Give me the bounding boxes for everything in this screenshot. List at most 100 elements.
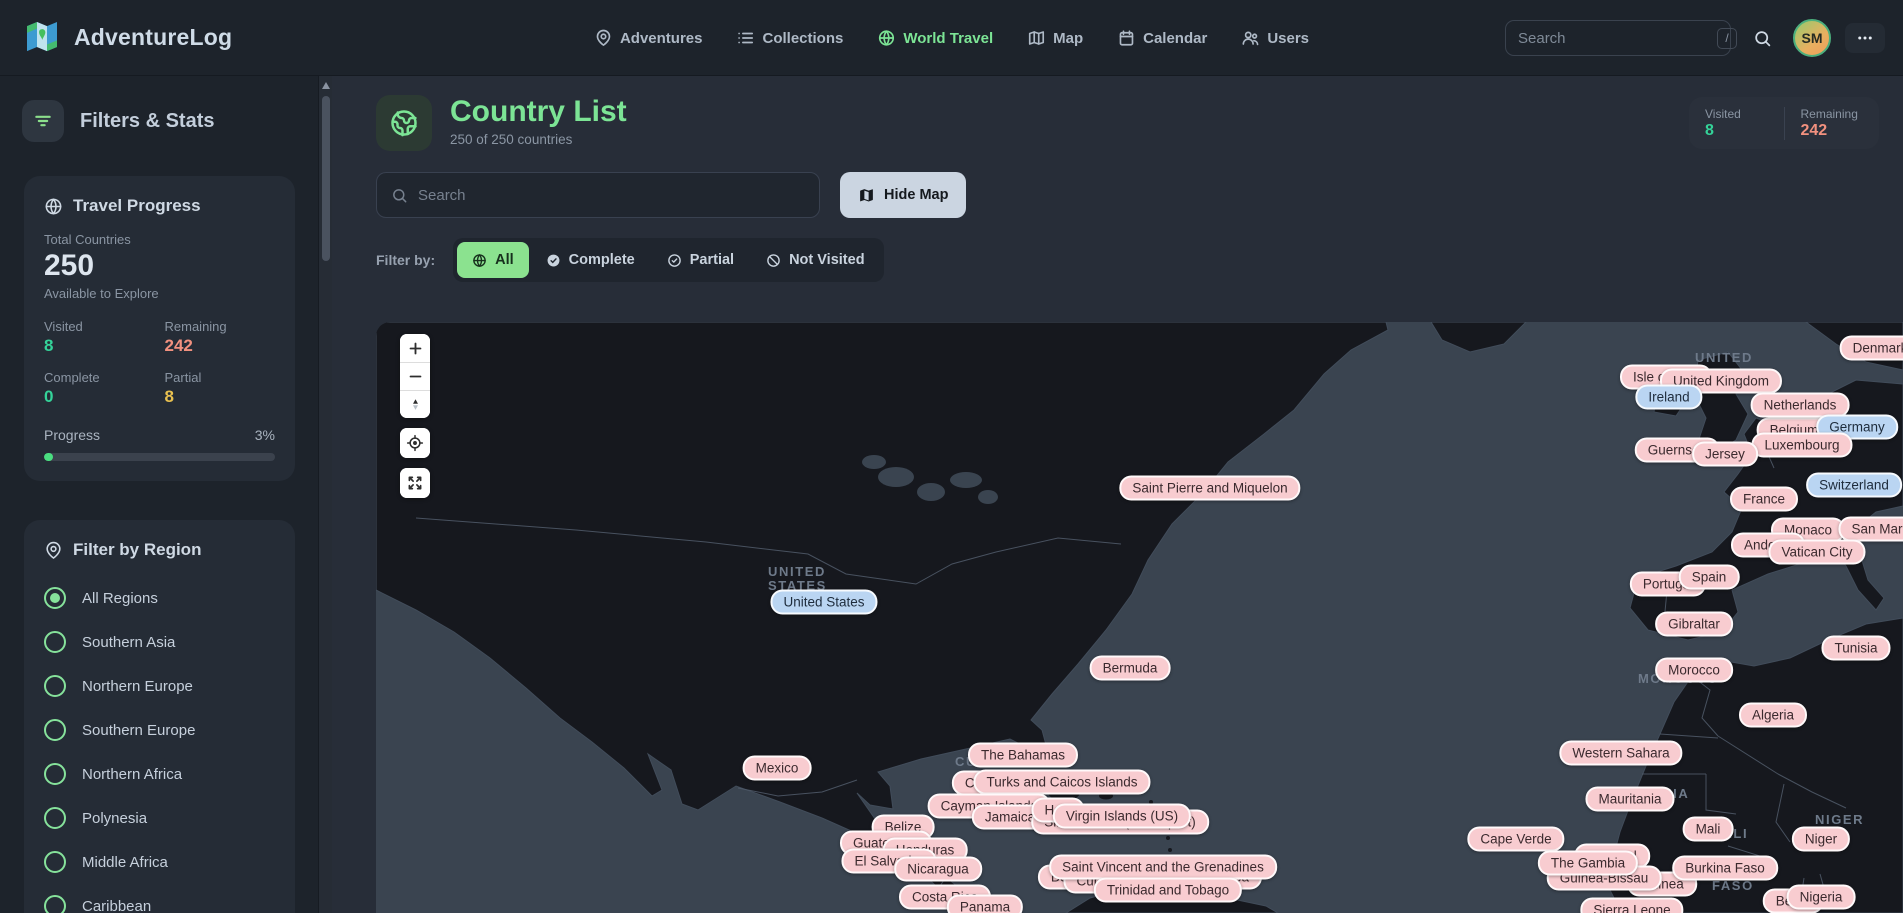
country-pill-trinidad-and-tobago[interactable]: Trinidad and Tobago [1093,877,1243,903]
country-pill-denmark[interactable]: Denmark [1839,335,1903,361]
filter-not-visited[interactable]: Not Visited [751,242,879,278]
fullscreen-button[interactable] [400,468,430,498]
hide-map-button[interactable]: Hide Map [840,172,967,218]
region-option-northern-europe[interactable]: Northern Europe [44,664,275,708]
country-pill-bermuda[interactable]: Bermuda [1089,655,1171,681]
search-icon[interactable] [1745,21,1779,55]
stat-value: 8 [164,386,174,406]
filter-partial[interactable]: Partial [652,242,749,278]
country-pill-france[interactable]: France [1729,486,1799,512]
progress-percent: 3% [254,426,275,443]
nav-item-map[interactable]: Map [1027,29,1083,47]
compass-button[interactable] [400,390,430,418]
country-pill-netherlands[interactable]: Netherlands [1750,392,1850,418]
country-pill-cape-verde[interactable]: Cape Verde [1467,826,1565,852]
zoom-out-button[interactable] [400,362,430,390]
country-pill-the-bahamas[interactable]: The Bahamas [967,742,1079,768]
country-pill-saint-vincent-and-the-grenadines[interactable]: Saint Vincent and the Grenadines [1049,854,1277,880]
country-pill-switzerland[interactable]: Switzerland [1806,472,1902,498]
navbar-search[interactable]: / [1505,20,1737,56]
region-option-all-regions[interactable]: All Regions [44,576,275,620]
region-option-label: Middle Africa [82,853,168,871]
country-search[interactable] [376,172,820,218]
overflow-menu-button[interactable] [1845,23,1885,53]
region-option-southern-asia[interactable]: Southern Asia [44,620,275,664]
navbar-search-input[interactable] [1518,29,1717,47]
region-option-label: Caribbean [82,897,152,913]
country-pill-algeria[interactable]: Algeria [1738,702,1808,728]
region-filter-card: Filter by Region All Regions Southern Asi… [24,520,295,913]
country-pill-luxembourg[interactable]: Luxembourg [1751,432,1853,458]
country-pill-niger[interactable]: Niger [1791,826,1851,852]
country-pill-mauritania[interactable]: Mauritania [1585,786,1675,812]
radio-icon[interactable] [44,631,66,653]
country-pill-tunisia[interactable]: Tunisia [1821,635,1891,661]
locate-control [400,428,430,458]
filter-tile-button[interactable] [22,100,64,142]
country-pill-burkina-faso[interactable]: Burkina Faso [1672,855,1778,881]
avatar[interactable]: SM [1793,19,1831,57]
radio-icon[interactable] [44,895,66,913]
radio-icon[interactable] [44,675,66,697]
country-pill-united-states[interactable]: United States [770,589,878,615]
radio-icon[interactable] [44,719,66,741]
region-option-polynesia[interactable]: Polynesia [44,796,275,840]
brand-name: AdventureLog [74,23,233,50]
country-pill-ireland[interactable]: Ireland [1635,384,1703,410]
country-pill-saint-pierre-and-miquelon[interactable]: Saint Pierre and Miquelon [1119,475,1301,501]
country-search-input[interactable] [418,186,805,204]
country-pill-virgin-islands-us[interactable]: Virgin Islands (US) [1052,803,1192,829]
stat-complete: Complete 0 [44,370,155,407]
zoom-in-button[interactable] [400,334,430,362]
brand[interactable]: AdventureLog [22,17,232,57]
country-pill-san-marino[interactable]: San Marino [1838,516,1903,542]
country-pill-morocco[interactable]: Morocco [1655,657,1733,683]
scrollbar-thumb[interactable] [322,96,330,261]
stat-value: 8 [44,335,54,355]
radio-icon[interactable] [44,851,66,873]
radio-icon[interactable] [44,763,66,785]
nav-item-calendar[interactable]: Calendar [1117,29,1207,47]
region-option-middle-africa[interactable]: Middle Africa [44,840,275,884]
radio-icon[interactable] [44,587,66,609]
filter-complete[interactable]: Complete [531,242,650,278]
country-pill-western-sahara[interactable]: Western Sahara [1559,740,1683,766]
country-pill-turks-and-caicos-islands[interactable]: Turks and Caicos Islands [973,769,1151,795]
region-option-label: All Regions [82,589,158,607]
world-map[interactable]: UNITEDUNITEDSTATESCUBAMOROCCOMAURITANIAM… [376,322,1903,913]
country-pill-jersey[interactable]: Jersey [1692,441,1758,467]
country-pill-sierra-leone[interactable]: Sierra Leone [1580,897,1684,913]
filter-all[interactable]: All [457,242,529,278]
scroll-up-arrow[interactable] [322,82,330,89]
region-option-southern-europe[interactable]: Southern Europe [44,708,275,752]
nav-item-users[interactable]: Users [1241,29,1309,47]
calendar-icon [1117,29,1135,47]
country-pill-mali[interactable]: Mali [1682,816,1734,842]
country-pill-the-gambia[interactable]: The Gambia [1537,850,1639,876]
locate-button[interactable] [400,428,430,458]
region-option-northern-africa[interactable]: Northern Africa [44,752,275,796]
basemap-label-states: STATES [768,578,827,593]
country-pill-gibraltar[interactable]: Gibraltar [1655,611,1733,637]
nav-item-collections[interactable]: Collections [737,29,843,47]
country-pill-vatican-city[interactable]: Vatican City [1768,539,1866,565]
content-scrollbar[interactable] [318,76,332,913]
country-pill-germany[interactable]: Germany [1816,414,1898,440]
country-pill-panama[interactable]: Panama [946,894,1024,913]
country-pill-nigeria[interactable]: Nigeria [1786,884,1856,910]
stat-label: Remaining [164,318,227,334]
region-option-caribbean[interactable]: Caribbean [44,884,275,913]
radio-icon[interactable] [44,807,66,829]
country-pill-spain[interactable]: Spain [1678,564,1740,590]
page-title: Country List [450,95,627,128]
header-remaining-stat: Remaining 242 [1783,106,1880,140]
travel-progress-card: Travel Progress Total Countries 250 Avai… [24,176,295,481]
locate-icon [406,434,424,452]
nav-item-label: Map [1053,29,1084,47]
country-pill-nicaragua[interactable]: Nicaragua [894,856,982,882]
remaining-label: Remaining [1800,106,1858,121]
nav-item-world-travel[interactable]: World Travel [877,29,993,47]
country-pill-mexico[interactable]: Mexico [742,755,812,781]
nav-item-adventures[interactable]: Adventures [594,29,703,47]
